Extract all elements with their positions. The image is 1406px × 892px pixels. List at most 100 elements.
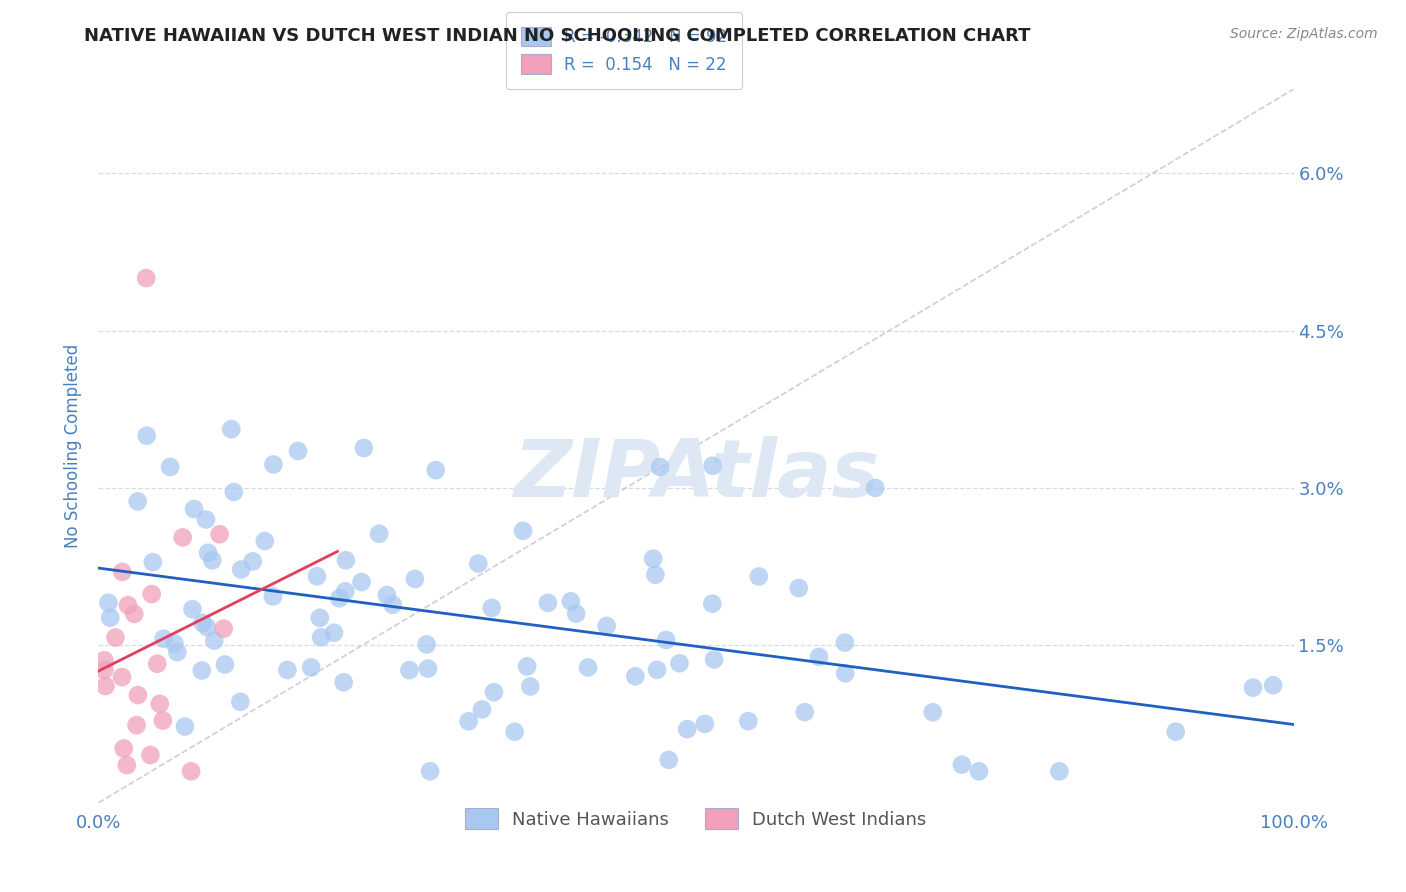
Point xyxy=(967,764,990,779)
Point xyxy=(308,611,330,625)
Point xyxy=(219,422,242,436)
Point xyxy=(222,485,245,500)
Point xyxy=(166,645,188,659)
Point xyxy=(419,764,441,779)
Point xyxy=(149,697,172,711)
Point xyxy=(299,660,322,674)
Point xyxy=(242,554,264,568)
Point xyxy=(127,494,149,508)
Point xyxy=(115,758,138,772)
Point xyxy=(152,632,174,646)
Point xyxy=(834,666,856,681)
Point xyxy=(287,444,309,458)
Text: NATIVE HAWAIIAN VS DUTCH WEST INDIAN NO SCHOOLING COMPLETED CORRELATION CHART: NATIVE HAWAIIAN VS DUTCH WEST INDIAN NO … xyxy=(84,27,1031,45)
Point xyxy=(1164,724,1187,739)
Point xyxy=(595,619,617,633)
Point xyxy=(328,591,350,606)
Point xyxy=(748,569,770,583)
Point xyxy=(516,659,538,673)
Point xyxy=(229,562,252,576)
Point xyxy=(262,590,284,604)
Point xyxy=(127,688,149,702)
Point xyxy=(1261,678,1284,692)
Point xyxy=(335,553,357,567)
Point xyxy=(125,718,148,732)
Point xyxy=(693,716,716,731)
Point xyxy=(111,670,134,684)
Point xyxy=(111,565,134,579)
Point xyxy=(181,602,204,616)
Point xyxy=(808,649,831,664)
Point xyxy=(159,460,181,475)
Point xyxy=(481,600,503,615)
Point xyxy=(104,631,127,645)
Point xyxy=(180,764,202,779)
Point xyxy=(404,572,426,586)
Point xyxy=(201,553,224,567)
Point xyxy=(183,502,205,516)
Text: Source: ZipAtlas.com: Source: ZipAtlas.com xyxy=(1230,27,1378,41)
Point xyxy=(482,685,505,699)
Point xyxy=(174,720,197,734)
Point xyxy=(353,441,375,455)
Y-axis label: No Schooling Completed: No Schooling Completed xyxy=(65,344,83,548)
Point xyxy=(457,714,479,729)
Point xyxy=(98,611,121,625)
Point xyxy=(865,481,887,495)
Point xyxy=(658,753,681,767)
Point xyxy=(141,587,163,601)
Point xyxy=(335,584,357,599)
Point xyxy=(94,679,117,693)
Point xyxy=(208,527,231,541)
Point xyxy=(519,680,541,694)
Point xyxy=(276,663,298,677)
Point xyxy=(655,632,678,647)
Point xyxy=(93,653,115,667)
Point xyxy=(112,741,135,756)
Point xyxy=(676,722,699,736)
Point xyxy=(416,661,439,675)
Point xyxy=(142,555,165,569)
Point xyxy=(921,706,943,720)
Point xyxy=(191,615,214,630)
Point xyxy=(350,575,373,590)
Point xyxy=(195,512,218,526)
Point xyxy=(702,458,724,473)
Point xyxy=(624,669,647,683)
Point xyxy=(214,657,236,672)
Point xyxy=(152,714,174,728)
Point xyxy=(163,636,186,650)
Point xyxy=(305,569,328,583)
Point xyxy=(1047,764,1070,779)
Point xyxy=(117,599,139,613)
Point xyxy=(644,567,666,582)
Point xyxy=(950,757,973,772)
Point xyxy=(787,581,810,595)
Point xyxy=(212,622,235,636)
Point xyxy=(467,557,489,571)
Legend: Native Hawaiians, Dutch West Indians: Native Hawaiians, Dutch West Indians xyxy=(451,794,941,844)
Point xyxy=(415,637,437,651)
Point xyxy=(375,588,398,602)
Point xyxy=(139,747,162,762)
Point xyxy=(703,652,725,666)
Point xyxy=(793,705,815,719)
Point xyxy=(834,635,856,649)
Point xyxy=(425,463,447,477)
Point xyxy=(643,551,665,566)
Point xyxy=(191,664,214,678)
Point xyxy=(668,657,690,671)
Text: ZIPAtlas: ZIPAtlas xyxy=(513,435,879,514)
Point xyxy=(368,526,391,541)
Point xyxy=(576,660,599,674)
Point xyxy=(537,596,560,610)
Point xyxy=(1241,681,1264,695)
Point xyxy=(512,524,534,538)
Point xyxy=(197,546,219,560)
Point xyxy=(645,663,668,677)
Point xyxy=(702,597,724,611)
Point xyxy=(471,702,494,716)
Point xyxy=(135,271,157,285)
Point xyxy=(135,428,157,442)
Point xyxy=(146,657,169,671)
